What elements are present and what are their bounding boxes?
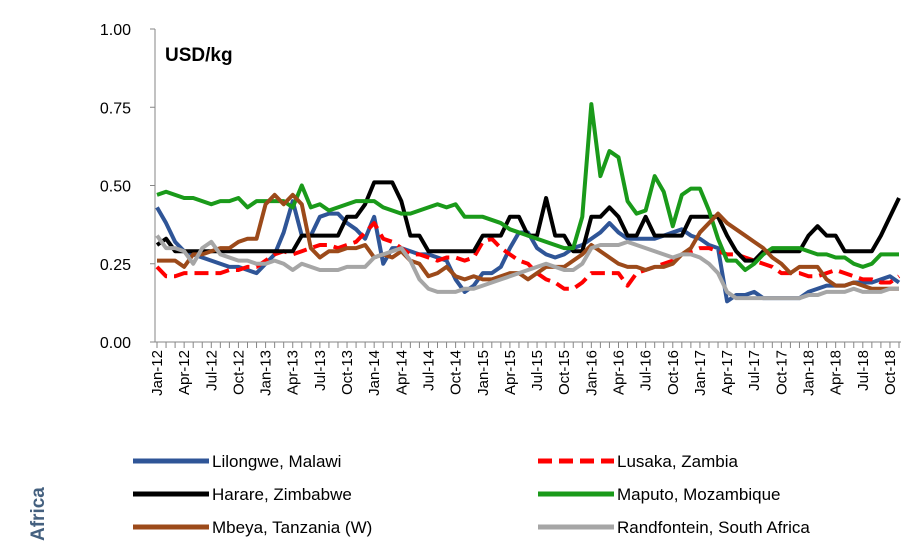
x-tick-label: Jul-12: [203, 350, 220, 391]
x-tick-label: Oct-14: [448, 350, 465, 395]
legend-label: Mbeya, Tanzania (W): [212, 518, 372, 537]
legend-label: Lilongwe, Malawi: [212, 452, 341, 471]
x-tick-label: Jan-14: [366, 350, 383, 396]
x-tick-label: Apr-18: [828, 350, 845, 395]
x-tick-label: Apr-12: [176, 350, 193, 395]
x-tick-label: Jan-12: [149, 350, 166, 396]
x-tick-label: Oct-12: [230, 350, 247, 395]
x-tick-label: Apr-15: [502, 350, 519, 395]
x-tick-label: Oct-13: [339, 350, 356, 395]
x-tick-label: Jan-15: [475, 350, 492, 396]
series-line: [155, 234, 899, 301]
x-tick-label: Jul-18: [855, 350, 872, 391]
x-tick-label: Apr-17: [719, 350, 736, 395]
x-tick-label: Jan-13: [258, 350, 275, 396]
x-tick-label: Jul-17: [746, 350, 763, 391]
x-tick-label: Jul-13: [312, 350, 329, 391]
y-tick-label: 0.00: [100, 335, 131, 352]
y-tick-label: 0.75: [100, 100, 131, 117]
series-line: [157, 192, 899, 291]
x-tick-label: Apr-13: [285, 350, 302, 395]
legend-label: Randfontein, South Africa: [617, 518, 810, 537]
x-tick-label: Jan-18: [801, 350, 818, 396]
x-tick-label: Jul-14: [420, 350, 437, 391]
x-tick-label: Oct-18: [882, 350, 899, 395]
x-tick-label: Oct-17: [773, 350, 790, 395]
y-tick-label: 0.50: [100, 179, 131, 196]
y-tick-label: 0.25: [100, 257, 131, 274]
unit-annotation: USD/kg: [165, 45, 233, 66]
y-tick-label: 1.00: [100, 22, 131, 39]
x-tick-label: Apr-14: [393, 350, 410, 395]
side-label: Africa: [28, 487, 49, 541]
x-tick-label: Jan-17: [692, 350, 709, 396]
legend-label: Harare, Zimbabwe: [212, 485, 352, 504]
x-tick-label: Oct-15: [556, 350, 573, 395]
x-tick-label: Jul-15: [529, 350, 546, 391]
x-tick-label: Jul-16: [638, 350, 655, 391]
legend-label: Maputo, Mozambique: [617, 485, 780, 504]
legend-label: Lusaka, Zambia: [617, 452, 738, 471]
x-tick-label: Oct-16: [665, 350, 682, 395]
series-line: [156, 102, 899, 273]
x-tick-label: Jan-16: [583, 350, 600, 396]
x-tick-label: Apr-16: [610, 350, 627, 395]
